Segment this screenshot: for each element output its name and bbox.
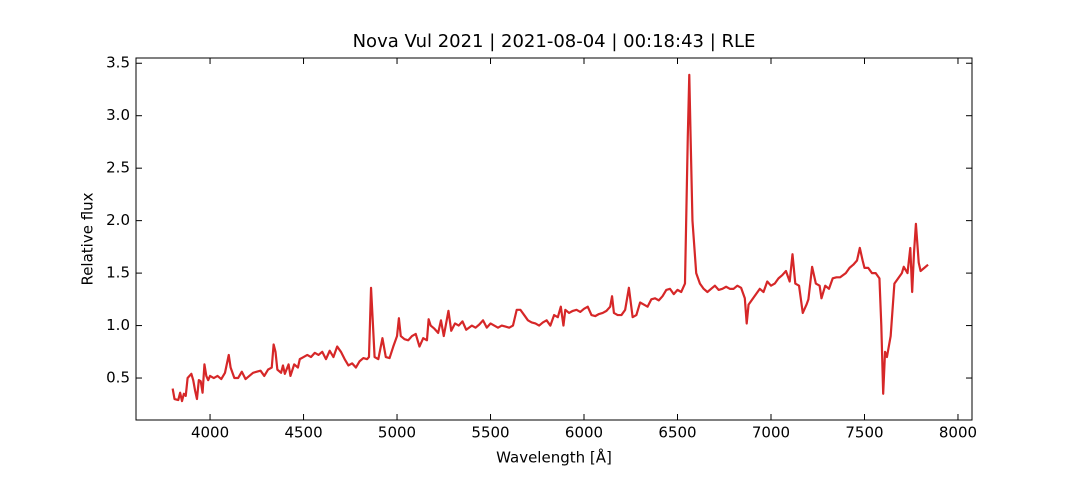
chart-title: Nova Vul 2021 | 2021-08-04 | 00:18:43 | … — [353, 31, 756, 52]
x-tick-label: 5000 — [378, 424, 416, 442]
x-tick-label: 4500 — [284, 424, 322, 442]
y-tick-label: 2.0 — [106, 211, 130, 229]
x-tick-label: 7000 — [752, 424, 790, 442]
plot-frame — [135, 57, 973, 421]
x-axis-label: Wavelength [Å] — [496, 448, 612, 467]
y-tick-label: 1.0 — [106, 316, 130, 334]
y-tick-label: 1.5 — [106, 264, 130, 282]
x-tick-label: 7500 — [845, 424, 883, 442]
spectrum-line — [171, 73, 929, 403]
x-tick-label: 6500 — [658, 424, 696, 442]
y-tick-label: 3.5 — [106, 54, 130, 72]
y-tick-label: 3.0 — [106, 106, 130, 124]
x-tick-label: 4000 — [191, 424, 229, 442]
x-tick-label: 6000 — [565, 424, 603, 442]
y-tick-label: 2.5 — [106, 159, 130, 177]
y-tick-label: 0.5 — [106, 369, 130, 387]
x-tick-label: 8000 — [939, 424, 977, 442]
y-axis-label: Relative flux — [79, 192, 97, 285]
x-tick-label: 5500 — [471, 424, 509, 442]
